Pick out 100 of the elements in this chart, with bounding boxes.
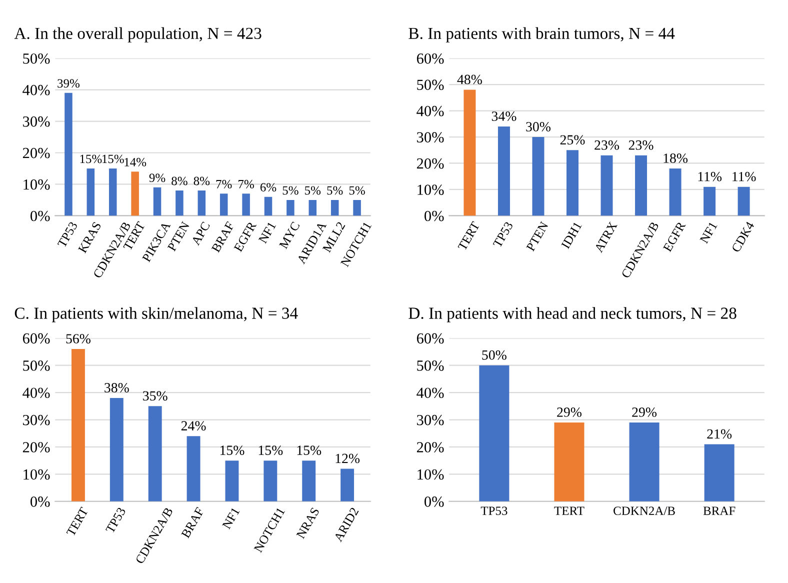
bar: [264, 196, 272, 216]
y-tick-label: 50%: [23, 360, 50, 371]
data-label: 24%: [181, 421, 206, 431]
bar: [600, 155, 613, 216]
bar: [176, 190, 184, 216]
bar: [704, 444, 734, 502]
bar: [532, 137, 544, 216]
bar: [108, 168, 117, 216]
bar: [220, 194, 228, 216]
y-tick-label: 60%: [416, 333, 444, 344]
y-tick-label: 0%: [30, 210, 50, 222]
bar: [566, 150, 578, 216]
data-label: 23%: [628, 140, 654, 150]
data-label: 12%: [336, 454, 360, 464]
data-label: 5%: [327, 186, 343, 195]
y-tick-label: 10%: [418, 469, 444, 480]
y-tick-label: 30%: [417, 132, 444, 143]
data-label: 5%: [305, 186, 321, 195]
bar: [308, 200, 317, 216]
bar: [353, 200, 361, 216]
x-tick-label: CDKN2A/B: [614, 506, 675, 516]
bar: [64, 92, 72, 216]
data-label: 38%: [104, 383, 129, 392]
data-label: 56%: [66, 334, 90, 344]
bar: [704, 186, 716, 216]
bar: [340, 468, 354, 502]
y-tick-label: 40%: [416, 106, 444, 116]
x-tick-label: TP53: [480, 506, 508, 516]
data-label: 15%: [258, 446, 283, 456]
bar: [669, 168, 682, 216]
y-tick-label: 20%: [22, 442, 50, 452]
data-label: 15%: [102, 154, 124, 164]
y-tick-label: 0%: [424, 210, 444, 222]
bar: [242, 194, 250, 216]
chart-title: B. In patients with brain tumors, N = 44: [408, 27, 675, 42]
data-label: 35%: [143, 391, 168, 401]
data-label: 7%: [216, 180, 232, 188]
data-label: 14%: [124, 158, 146, 166]
bar: [629, 422, 660, 502]
x-tick-label: BRAF: [703, 506, 736, 515]
x-tick-label: TERT: [554, 506, 584, 515]
bar: [302, 460, 316, 502]
x-tick-label: NF1: [258, 221, 276, 244]
data-label: 8%: [172, 176, 188, 186]
x-tick-label: NF1: [222, 507, 240, 530]
data-label: 29%: [557, 408, 582, 417]
bar: [738, 186, 750, 216]
y-tick-label: 0%: [30, 496, 50, 507]
data-label: 18%: [664, 154, 688, 163]
bar: [153, 187, 162, 216]
data-label: 15%: [297, 446, 322, 456]
data-label: 11%: [698, 172, 722, 182]
data-label: 9%: [149, 174, 166, 182]
bar: [131, 172, 139, 216]
bar: [554, 422, 584, 502]
y-tick-label: 60%: [22, 333, 50, 344]
data-label: 8%: [194, 176, 210, 186]
bar: [110, 398, 124, 502]
bar: [225, 460, 239, 502]
y-tick-label: 10%: [24, 179, 50, 190]
data-label: 11%: [732, 172, 756, 182]
x-tick-label: NF1: [700, 221, 718, 244]
chart-title: D. In patients with head and neck tumors, N = 28: [408, 307, 736, 322]
data-label: 29%: [632, 408, 657, 417]
y-tick-label: 10%: [418, 184, 444, 195]
y-tick-label: 40%: [22, 84, 50, 96]
y-tick-label: 10%: [24, 469, 50, 480]
bar: [198, 190, 206, 216]
y-tick-label: 30%: [417, 414, 444, 426]
bar: [464, 90, 476, 216]
bar: [635, 155, 648, 216]
data-label: 34%: [492, 112, 516, 121]
data-label: 5%: [349, 186, 365, 195]
data-label: 15%: [220, 446, 244, 456]
bar: [286, 200, 294, 216]
bar: [71, 349, 85, 502]
bar: [86, 168, 95, 216]
data-label: 30%: [526, 122, 550, 132]
data-label: 15%: [80, 154, 102, 164]
bar: [264, 460, 278, 502]
chart-title: A. In the overall population, N = 423: [14, 27, 262, 42]
data-label: 39%: [58, 79, 80, 88]
bar: [186, 436, 200, 502]
y-tick-label: 30%: [23, 414, 50, 426]
y-tick-label: 50%: [23, 53, 50, 64]
y-tick-label: 20%: [416, 442, 444, 452]
data-label: 50%: [482, 350, 506, 360]
y-tick-label: 20%: [416, 158, 444, 169]
y-tick-label: 40%: [416, 388, 444, 398]
chart-title: C. In patients with skin/melanoma, N = 34: [14, 307, 298, 322]
data-label: 21%: [707, 429, 732, 439]
bar: [498, 126, 510, 216]
y-tick-label: 0%: [424, 496, 444, 507]
data-label: 48%: [457, 74, 482, 84]
data-label: 6%: [260, 183, 276, 192]
y-tick-label: 50%: [417, 80, 444, 90]
bar: [330, 200, 339, 216]
y-tick-label: 60%: [416, 53, 444, 64]
data-label: 5%: [282, 186, 298, 195]
y-tick-label: 30%: [23, 116, 50, 127]
